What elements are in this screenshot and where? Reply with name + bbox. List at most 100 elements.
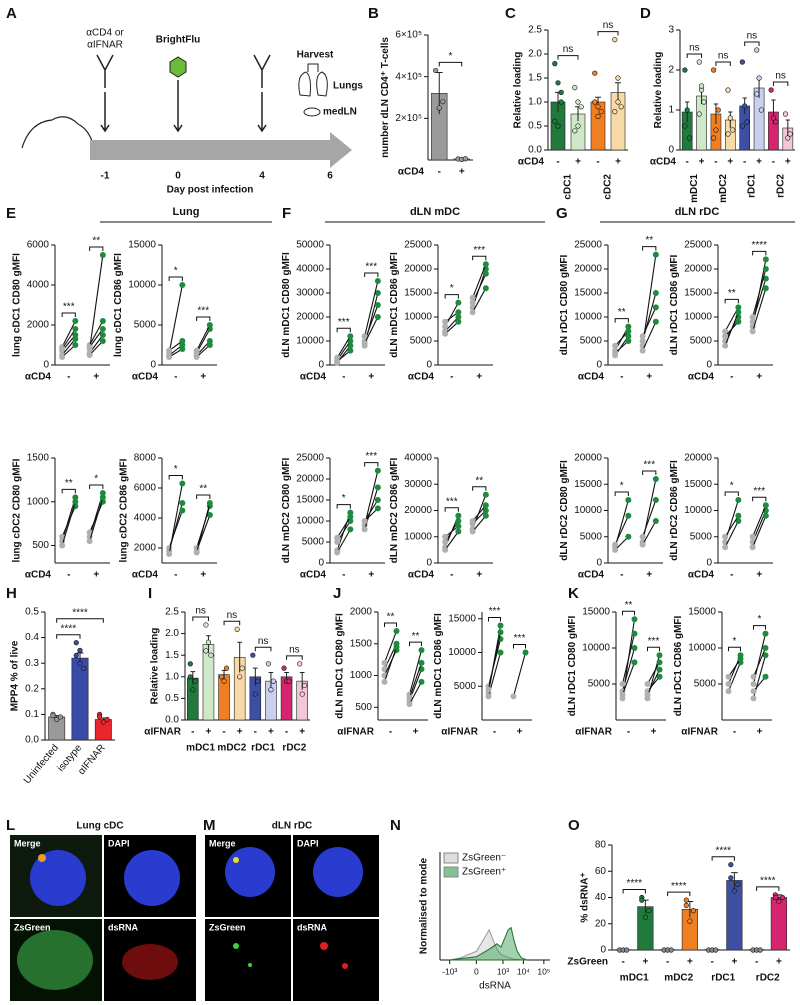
data-point xyxy=(631,645,638,651)
significance-label: *** xyxy=(365,451,377,462)
panel-letter: H xyxy=(6,585,17,602)
panel-letter: M xyxy=(203,817,216,834)
pair-line xyxy=(642,307,657,337)
error-bar xyxy=(237,641,243,673)
x-tick-label: + xyxy=(727,157,733,168)
y-tick-label: 10000 xyxy=(684,312,712,323)
data-point xyxy=(656,666,663,673)
data-point xyxy=(754,91,760,97)
y-tick-label: 1000 xyxy=(350,670,373,681)
group-label: mDC2 xyxy=(664,973,693,984)
data-point xyxy=(735,497,742,503)
significance-bracket xyxy=(61,312,76,317)
significance-bracket xyxy=(192,616,209,621)
data-point xyxy=(72,342,79,348)
data-point xyxy=(572,128,578,134)
y-tick-label: 40 xyxy=(595,892,607,903)
y-axis-label: dLN mDC1 CD86 gMFI xyxy=(389,252,400,358)
y-tick-label: 40000 xyxy=(404,453,432,464)
data-point xyxy=(683,902,689,908)
data-point xyxy=(418,647,425,654)
y-tick-label: 15000 xyxy=(582,607,610,618)
significance-bracket xyxy=(438,61,463,67)
data-point xyxy=(255,678,261,684)
y-tick-label: 40000 xyxy=(296,264,324,275)
data-point xyxy=(99,332,106,338)
data-point xyxy=(406,701,413,708)
data-point xyxy=(59,354,66,360)
y-tick-label: 0.0 xyxy=(528,145,542,156)
data-point xyxy=(656,673,663,680)
lymph-node-icon xyxy=(303,107,321,117)
data-point xyxy=(442,318,449,325)
significance-bracket xyxy=(444,507,459,512)
panel-letter: G xyxy=(556,205,568,222)
y-tick-label: 15000 xyxy=(684,288,712,299)
data-point xyxy=(100,719,106,725)
data-point xyxy=(442,330,449,337)
data-point xyxy=(234,626,240,632)
data-point xyxy=(762,275,769,282)
data-point xyxy=(361,340,368,347)
significance-label: **** xyxy=(671,881,687,892)
y-tick-label: 0 xyxy=(668,145,674,156)
channel-label: DAPI xyxy=(297,838,319,848)
data-point xyxy=(334,534,341,541)
data-point xyxy=(190,687,196,693)
y-tick-label: 5000 xyxy=(588,679,611,690)
y-axis-label: Normalised to mode xyxy=(419,858,430,955)
pair-line xyxy=(61,338,76,356)
mouse-outline xyxy=(21,116,95,149)
significance-label: ** xyxy=(728,288,736,299)
pair-line xyxy=(621,633,636,685)
y-axis-label: lung cDC2 CD80 gMFI xyxy=(11,458,22,562)
y-tick-label: 15000 xyxy=(688,607,716,618)
pair-line xyxy=(642,499,657,537)
data-point xyxy=(652,304,659,311)
error-bar xyxy=(615,82,621,102)
data-point xyxy=(72,318,79,324)
pair-line xyxy=(61,328,76,350)
data-point xyxy=(59,542,66,549)
x-tick-label: - xyxy=(621,957,624,968)
data-point xyxy=(297,661,303,667)
data-point xyxy=(334,539,341,545)
data-point xyxy=(711,135,717,141)
data-point xyxy=(239,665,245,671)
data-point xyxy=(652,518,659,524)
significance-label: ns xyxy=(603,20,614,31)
pair-line xyxy=(642,292,657,342)
data-point xyxy=(762,285,769,292)
significance-bracket xyxy=(364,272,379,277)
error-bar xyxy=(252,667,258,686)
data-point xyxy=(393,628,400,635)
pair-line xyxy=(364,499,379,522)
data-point xyxy=(772,894,778,901)
group-label: rDC1 xyxy=(711,973,735,984)
data-point xyxy=(639,533,646,540)
x-tick-label: - xyxy=(620,372,623,383)
data-point xyxy=(72,498,79,505)
pair-line xyxy=(472,504,487,522)
data-point xyxy=(72,494,79,501)
data-point xyxy=(731,888,737,894)
legend-swatch xyxy=(443,852,459,864)
y-tick-label: 2000 xyxy=(350,607,373,618)
nucleus xyxy=(313,847,363,897)
channel-label: Merge xyxy=(14,838,41,848)
data-point xyxy=(652,476,659,482)
significance-label: * xyxy=(94,474,98,485)
x-row-label: ZsGreen xyxy=(567,957,608,968)
y-tick-label: 5000 xyxy=(690,531,713,542)
pair-line xyxy=(752,268,767,318)
data-point xyxy=(742,103,748,109)
significance-bracket xyxy=(364,462,379,467)
histogram-curve xyxy=(449,928,524,961)
pair-line xyxy=(383,646,398,683)
significance-bracket xyxy=(472,255,487,261)
data-point xyxy=(598,108,604,115)
x-row-label: αCD4 xyxy=(578,570,605,581)
y-tick-label: 0 xyxy=(706,558,712,569)
significance-bracket xyxy=(513,644,526,649)
